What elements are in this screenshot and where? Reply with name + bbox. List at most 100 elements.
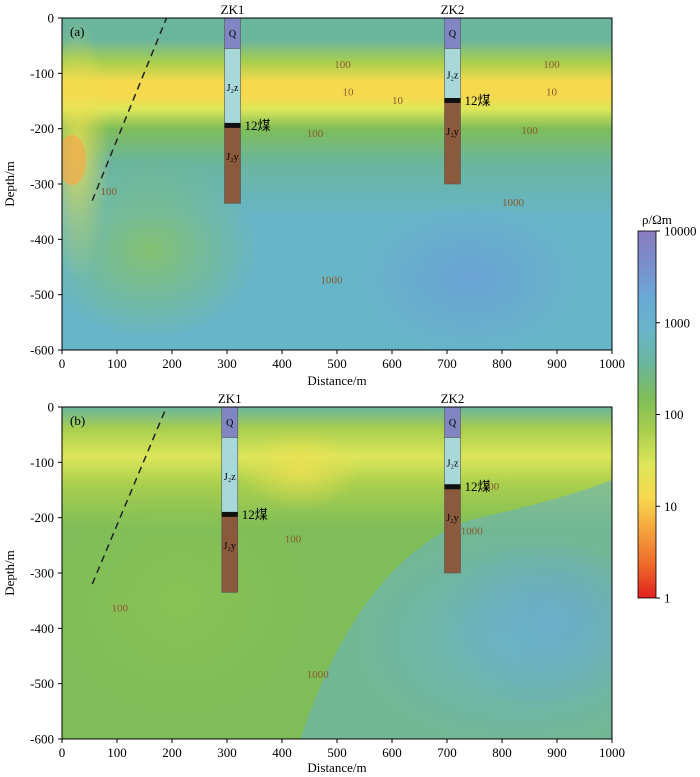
contour-label: 10 [392, 95, 404, 107]
contour-label: 100 [483, 481, 500, 493]
borehole-name: ZK1 [221, 2, 245, 17]
contour-label: 100 [101, 186, 118, 198]
y-tick-label: -600 [30, 732, 54, 747]
borehole-zk2: Q J₂z J₂y 12煤 [444, 18, 491, 185]
contour-label: 1000 [321, 275, 344, 287]
panel-b-fault-line [91, 407, 168, 585]
borehole-j2y-label: J₂y [446, 127, 458, 138]
y-tick-label: -100 [30, 455, 54, 470]
borehole-zk2: Q J₂z J₂y 12煤 [444, 407, 491, 574]
colorbar-tick-label: 1000 [664, 315, 690, 330]
panel-a-boreholes: Q J₂z J₂y 12煤 Q J₂z J₂y 12煤 [224, 18, 491, 204]
y-tick-label: -400 [30, 232, 54, 247]
panel-a-label: (a) [70, 24, 84, 39]
borehole-j2y-layer [221, 514, 239, 593]
coal-seam-marker [444, 484, 461, 490]
borehole-j2y-label: J₂y [446, 513, 458, 524]
panel-a-green-zone [62, 160, 260, 340]
colorbar-tick-label: 10 [664, 499, 677, 514]
coal-seam-marker [444, 98, 461, 103]
x-tick-label: 1000 [599, 745, 625, 760]
panel-a-y-axis-title: Depth/m [2, 161, 17, 207]
borehole-j2y-label: J₂y [224, 541, 236, 552]
panel-b-plot-area: 100 1000 100 100 1000 Q J₂z J₂y 12煤 Q J₂z J₂y 12煤 [62, 407, 612, 739]
borehole-q-label: Q [229, 29, 237, 40]
panel-b-cyan-halo [350, 530, 612, 739]
colorbar: ρ/Ωm 10000 1000 100 10 1 [637, 212, 697, 606]
colorbar-ticks: 10000 1000 100 10 1 [656, 224, 697, 606]
borehole-q-label: Q [449, 29, 457, 40]
panel-b-y-axis-title: Depth/m [2, 550, 17, 596]
panel-a-x-axis: 0 100 200 300 400 500 600 700 800 900 1000 [59, 350, 625, 371]
coal-seam-label: 12煤 [242, 507, 268, 522]
y-tick-label: -300 [30, 177, 54, 192]
x-tick-label: 100 [107, 745, 127, 760]
contour-label: 100 [285, 534, 302, 546]
y-tick-label: -200 [30, 510, 54, 525]
x-tick-label: 800 [492, 745, 512, 760]
panel-b-green-zone [62, 480, 310, 720]
contour-label: 100 [543, 59, 560, 71]
x-tick-label: 0 [59, 745, 66, 760]
panel-b-boreholes: Q J₂z J₂y 12煤 Q J₂z J₂y 12煤 [221, 407, 491, 593]
x-tick-label: 600 [382, 356, 402, 371]
contour-label: 10 [343, 86, 355, 98]
x-tick-label: 1000 [599, 356, 625, 371]
contour-label: 100 [521, 125, 538, 137]
borehole-j2y-layer [224, 125, 241, 204]
colorbar-tick-label: 10000 [664, 224, 697, 239]
y-tick-label: -100 [30, 66, 54, 81]
x-tick-label: 600 [382, 745, 402, 760]
borehole-name: ZK2 [441, 2, 465, 17]
x-tick-label: 100 [107, 356, 127, 371]
panel-a-left-anomaly [62, 135, 86, 185]
panel-a-fault-line [91, 18, 168, 201]
coal-seam-marker [224, 122, 241, 128]
contour-label: 1000 [461, 525, 484, 537]
x-tick-label: 900 [547, 745, 567, 760]
x-tick-label: 300 [217, 356, 237, 371]
panel-a-y-axis: 0 -100 -200 -300 -400 -500 -600 [30, 11, 62, 358]
panel-b-x-axis-title: Distance/m [307, 760, 366, 775]
borehole-j2z-label: J₂z [447, 71, 459, 82]
contour-label: 100 [112, 603, 129, 615]
panel-a-high-resistivity-zone [360, 203, 580, 350]
borehole-zk1: Q J₂z J₂y 12煤 [224, 18, 271, 204]
colorbar-tick-label: 1 [664, 591, 671, 606]
contour-label: 100 [334, 59, 351, 71]
contour-label: 10 [546, 86, 558, 98]
borehole-q-label: Q [226, 418, 234, 429]
colorbar-tick-label: 100 [664, 407, 684, 422]
x-tick-label: 500 [327, 356, 347, 371]
colorbar-bar [637, 230, 657, 599]
panel-a-x-axis-title: Distance/m [307, 373, 366, 388]
borehole-name: ZK2 [441, 391, 465, 406]
panel-a-plot-area: 100 100 10 10 10 100 100 1000 100 1000 Q J₂z J₂y 12煤… [62, 18, 612, 350]
x-tick-label: 800 [492, 356, 512, 371]
y-tick-label: -200 [30, 121, 54, 136]
y-tick-label: -500 [30, 676, 54, 691]
borehole-j2z-label: J₂z [447, 458, 459, 469]
panel-b-yellow-zone [240, 430, 360, 510]
panel-b-contour-labels: 100 1000 100 100 1000 [112, 481, 500, 681]
borehole-name: ZK1 [218, 391, 242, 406]
panel-b-y-axis: 0 -100 -200 -300 -400 -500 -600 [30, 400, 62, 747]
x-tick-label: 700 [437, 745, 457, 760]
panel-b-x-axis: 0 100 200 300 400 500 600 700 800 900 1000 [59, 739, 625, 760]
y-tick-label: -600 [30, 343, 54, 358]
contour-label: 100 [307, 128, 324, 140]
borehole-j2z-label: J₂z [224, 472, 236, 483]
panel-b-label: (b) [70, 413, 85, 428]
y-tick-label: -400 [30, 621, 54, 636]
borehole-j2y-layer [444, 486, 461, 574]
y-tick-label: -300 [30, 566, 54, 581]
y-tick-label: -500 [30, 287, 54, 302]
borehole-j2y-layer [444, 100, 461, 185]
x-tick-label: 900 [547, 356, 567, 371]
x-tick-label: 500 [327, 745, 347, 760]
x-tick-label: 700 [437, 356, 457, 371]
x-tick-label: 0 [59, 356, 66, 371]
